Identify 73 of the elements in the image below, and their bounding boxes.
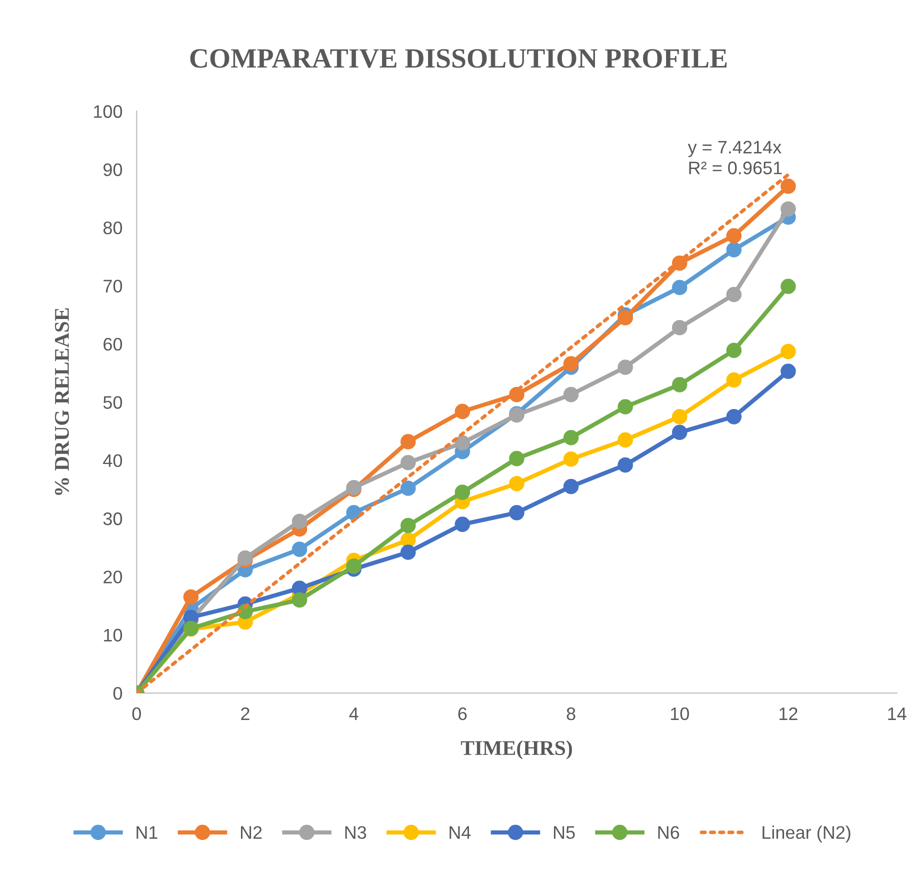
point (563, 452, 579, 467)
point (400, 518, 416, 534)
legend-label: N5 (554, 826, 575, 839)
legend-label: N2 (240, 826, 262, 839)
point (454, 435, 470, 450)
point (618, 360, 633, 375)
x-tick-label: 2 (241, 707, 250, 720)
x-axis-title: TIME(HRS) (460, 740, 572, 760)
point (400, 544, 416, 560)
y-tick-label: 0 (113, 686, 122, 700)
legend-label: Linear (N2) (762, 826, 850, 842)
point (618, 457, 633, 473)
point (509, 505, 524, 520)
point (618, 432, 633, 448)
x-tick-label: 10 (670, 707, 689, 720)
y-tick-label: 20 (104, 570, 122, 584)
x-tick-label: 6 (458, 707, 467, 720)
point (726, 342, 742, 358)
y-tick-label: 100 (94, 105, 122, 118)
point (726, 409, 742, 424)
point (400, 480, 416, 496)
y-tick-label: 30 (103, 512, 122, 526)
y-tick-label: 60 (104, 338, 122, 351)
y-tick-label: 40 (103, 454, 122, 468)
point (780, 344, 796, 360)
y-axis-title: % DRUG RELEASE (54, 308, 70, 495)
point (618, 399, 633, 414)
x-tick-label: 12 (780, 707, 798, 720)
point (292, 514, 308, 530)
y-tick-label: 90 (104, 163, 122, 176)
point (780, 201, 796, 217)
annotation: y = 7.4214x R² = 0.9651 (688, 140, 782, 174)
point (726, 286, 742, 302)
point (726, 372, 742, 388)
point (292, 542, 308, 557)
point (292, 592, 308, 608)
point (780, 364, 796, 379)
point (726, 242, 742, 258)
y-tick-label: 80 (103, 222, 122, 234)
y-tick-label: 70 (104, 280, 122, 292)
point (672, 280, 688, 296)
y-tick-label: 50 (103, 396, 122, 409)
point (454, 516, 470, 532)
point (618, 310, 633, 326)
point (780, 178, 796, 194)
legend-label: N3 (345, 826, 366, 839)
point (563, 356, 579, 372)
point (563, 386, 579, 402)
point (183, 589, 199, 605)
point (400, 434, 416, 450)
x-tick-label: 14 (888, 708, 906, 720)
point (454, 484, 470, 500)
point (672, 409, 688, 424)
y-tick-label: 10 (104, 628, 122, 642)
x-tick-label: 0 (132, 707, 141, 720)
point (672, 320, 688, 336)
point (672, 377, 688, 392)
legend-label: N1 (136, 826, 158, 839)
legend-label: N4 (450, 826, 471, 839)
point (454, 404, 470, 420)
point (672, 424, 688, 440)
point (780, 278, 796, 294)
x-tick-label: 8 (566, 707, 576, 720)
point (563, 430, 579, 446)
point (346, 558, 362, 574)
point (509, 450, 524, 466)
x-tick-label: 4 (349, 708, 358, 720)
point (400, 454, 416, 470)
point (726, 228, 742, 244)
point (509, 476, 524, 492)
legend-label: N6 (658, 826, 680, 839)
chart-title: COMPARATIVE DISSOLUTION PROFILE (190, 49, 727, 68)
point (563, 478, 579, 494)
